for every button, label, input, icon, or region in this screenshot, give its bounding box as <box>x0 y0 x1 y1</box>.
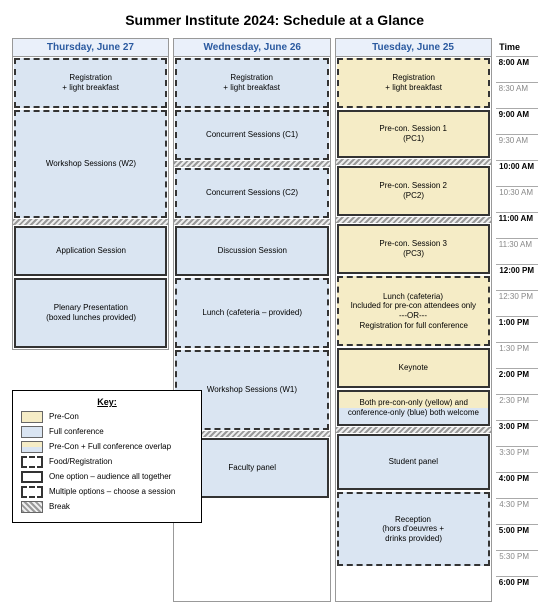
legend: Key: Pre-Con Full conference Pre-Con + F… <box>12 390 202 523</box>
swatch-overlap <box>21 441 43 453</box>
swatch-one <box>21 471 43 483</box>
time-label: 12:30 PM <box>496 290 538 316</box>
break <box>174 161 329 167</box>
block-both: Both pre-con-only (yellow) andconference… <box>337 390 490 426</box>
time-label: 5:30 PM <box>496 550 538 576</box>
block-pc1: Pre-con. Session 1(PC1) <box>337 110 490 158</box>
block-plenary: Plenary Presentation (boxed lunches prov… <box>14 278 167 348</box>
break <box>174 219 329 225</box>
day-header: Tuesday, June 25 <box>372 39 454 57</box>
swatch-food <box>21 456 43 468</box>
time-header: Time <box>499 38 520 56</box>
time-label: 9:30 AM <box>496 134 538 160</box>
time-label: 2:00 PM <box>496 368 538 394</box>
block-reception: Reception (hors d'oeuvres + drinks provi… <box>337 492 490 566</box>
block-keynote: Keynote <box>337 348 490 388</box>
block-cc1: Concurrent Sessions (C1) <box>175 110 328 160</box>
time-label: 4:00 PM <box>496 472 538 498</box>
block-application: Application Session <box>14 226 167 276</box>
block-cc2: Concurrent Sessions (C2) <box>175 168 328 218</box>
time-label: 1:30 PM <box>496 342 538 368</box>
swatch-full <box>21 426 43 438</box>
time-label: 12:00 PM <box>496 264 538 290</box>
day-col-tuesday: Tuesday, June 25 Registration+ light bre… <box>335 38 492 602</box>
swatch-precon <box>21 411 43 423</box>
block-lunch-wed: Lunch (cafeteria – provided) <box>175 278 328 348</box>
time-label: 1:00 PM <box>496 316 538 342</box>
block-pc3: Pre-con. Session 3(PC3) <box>337 224 490 274</box>
break <box>336 427 491 433</box>
block-ws2: Workshop Sessions (W2) <box>14 110 167 218</box>
time-label: 6:00 PM <box>496 576 538 602</box>
time-label: 11:00 AM <box>496 212 538 238</box>
time-label: 9:00 AM <box>496 108 538 134</box>
block-registration: Registration+ light breakfast <box>175 58 328 108</box>
day-header: Wednesday, June 26 <box>203 39 300 57</box>
block-registration: Registration+ light breakfast <box>14 58 167 108</box>
time-label: 10:30 AM <box>496 186 538 212</box>
block-discussion: Discussion Session <box>175 226 328 276</box>
break <box>13 219 168 225</box>
block-lunch-tue: Lunch (cafeteria) Included for pre-con a… <box>337 276 490 346</box>
legend-title: Key: <box>21 397 193 407</box>
time-label: 2:30 PM <box>496 394 538 420</box>
swatch-break <box>21 501 43 513</box>
break <box>336 159 491 165</box>
block-registration: Registration+ light breakfast <box>337 58 490 108</box>
day-header: Thursday, June 27 <box>47 39 134 57</box>
time-label: 3:00 PM <box>496 420 538 446</box>
day-col-thursday: Thursday, June 27 Registration+ light br… <box>12 38 169 350</box>
swatch-multi <box>21 486 43 498</box>
time-label: 4:30 PM <box>496 498 538 524</box>
time-label: 8:00 AM <box>496 56 538 82</box>
block-pc2: Pre-con. Session 2(PC2) <box>337 166 490 216</box>
break <box>336 217 491 223</box>
time-label: 3:30 PM <box>496 446 538 472</box>
time-label: 8:30 AM <box>496 82 538 108</box>
time-label: 10:00 AM <box>496 160 538 186</box>
time-label: 11:30 AM <box>496 238 538 264</box>
page-title: Summer Institute 2024: Schedule at a Gla… <box>126 12 425 28</box>
time-column: Time 8:00 AM8:30 AM9:00 AM9:30 AM10:00 A… <box>496 38 538 602</box>
time-label: 5:00 PM <box>496 524 538 550</box>
block-student-panel: Student panel <box>337 434 490 490</box>
